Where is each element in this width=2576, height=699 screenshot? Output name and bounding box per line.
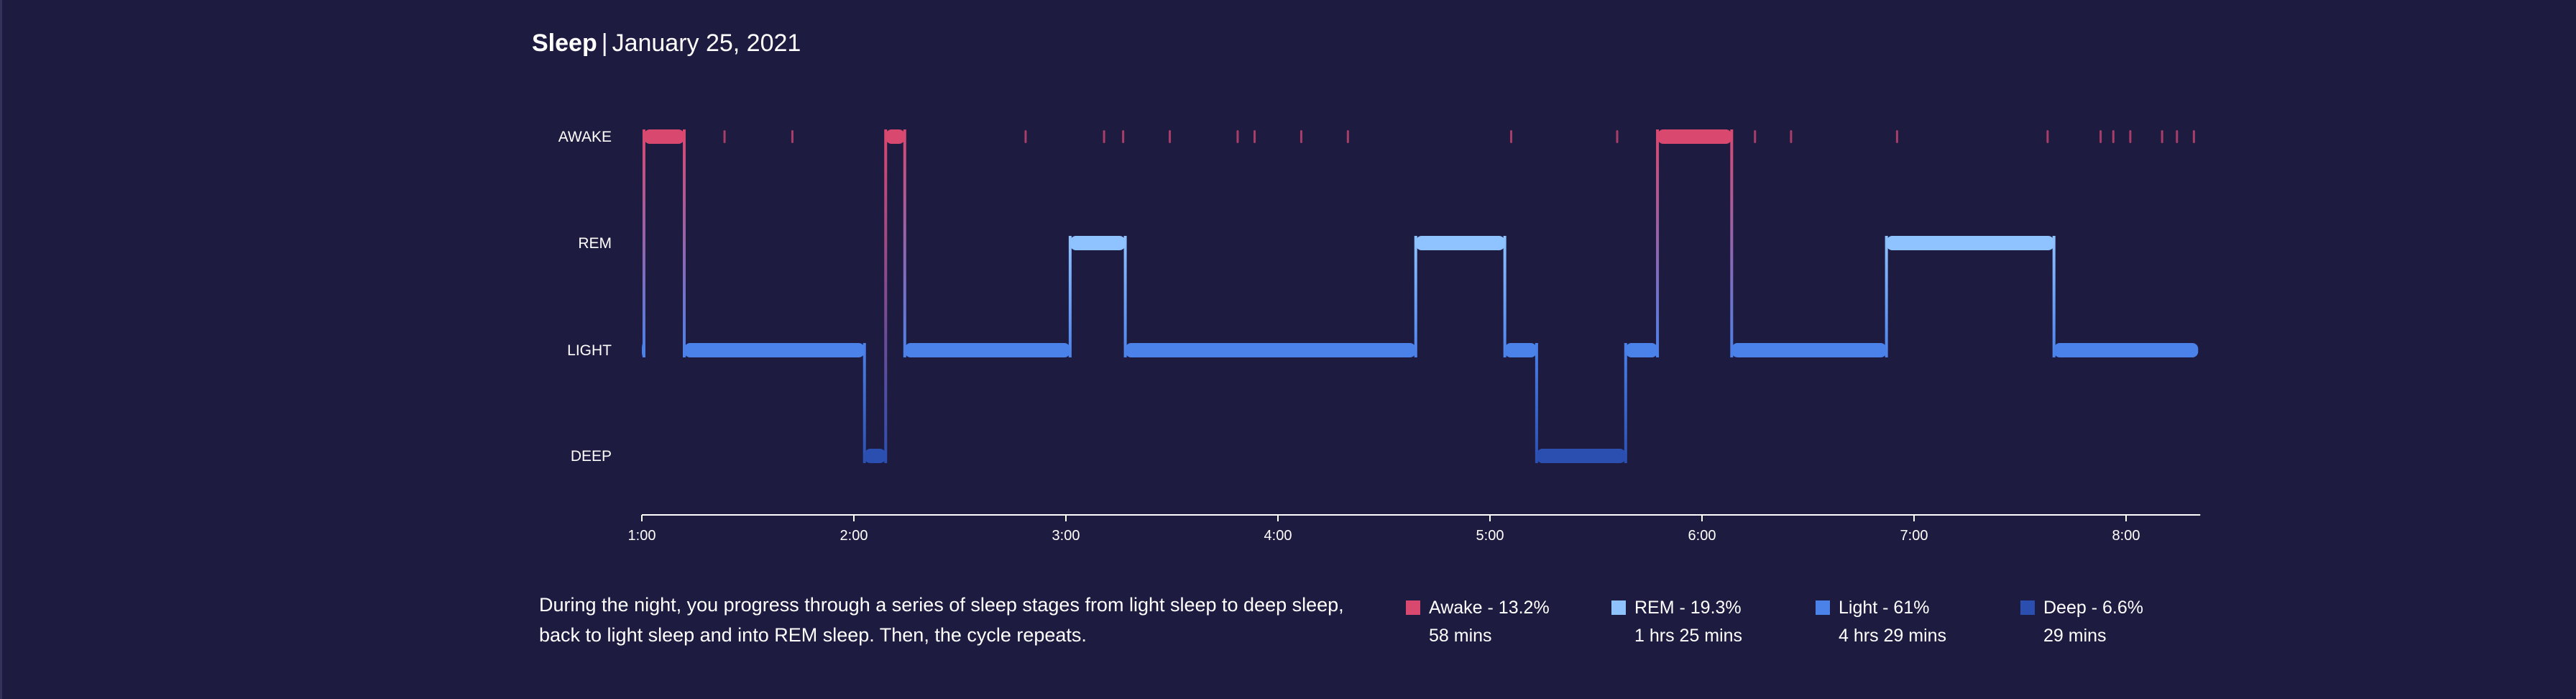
legend-swatch-rem (1611, 600, 1626, 615)
x-tick-label: 5:00 (1476, 528, 1504, 544)
legend-duration-awake: 58 mins (1429, 626, 1492, 646)
stage-bar-rem (1886, 236, 2054, 250)
legend-swatch-deep (2020, 600, 2035, 615)
stage-bar-awake (643, 129, 684, 144)
brief-awakening-mark (1300, 130, 1302, 143)
x-tick-label: 2:00 (840, 528, 868, 544)
stage-bar-light (1625, 343, 1658, 357)
stage-transition-line (903, 129, 906, 357)
stage-bar-light (642, 343, 645, 357)
stage-transition-line (1730, 129, 1734, 357)
legend-duration-light: 4 hrs 29 mins (1839, 626, 1947, 646)
brief-awakening-mark (1790, 130, 1793, 143)
stage-transition-line (1503, 236, 1506, 357)
stage-transition-line (862, 343, 866, 463)
brief-awakening-mark (2046, 130, 2049, 143)
stage-bar-light (2053, 343, 2199, 357)
stage-transition-line (1068, 236, 1072, 357)
brief-awakening-mark (2192, 130, 2195, 143)
brief-awakening-mark (2112, 130, 2115, 143)
brief-awakening-mark (2176, 130, 2179, 143)
stage-label-light: LIGHT (567, 342, 612, 359)
legend-duration-rem: 1 hrs 25 mins (1634, 626, 1743, 646)
stage-bar-light (1125, 343, 1416, 357)
brief-awakening-mark (2099, 130, 2102, 143)
stage-label-deep: DEEP (571, 448, 612, 465)
x-tick-label: 1:00 (628, 528, 656, 544)
stage-transition-line (2052, 236, 2056, 357)
stage-bar-light (684, 343, 865, 357)
stage-bar-deep (1536, 449, 1626, 463)
brief-awakening-mark (1616, 130, 1619, 143)
brief-awakening-mark (1169, 130, 1172, 143)
brief-awakening-mark (1122, 130, 1125, 143)
brief-awakening-mark (1024, 130, 1027, 143)
x-tick-label: 6:00 (1688, 528, 1716, 544)
stage-bar-light (1731, 343, 1887, 357)
stage-label-awake: AWAKE (558, 129, 612, 145)
x-tick-label: 4:00 (1264, 528, 1292, 544)
stage-bar-light (904, 343, 1070, 357)
title-separator: | (601, 29, 608, 57)
page-title: Sleep | January 25, 2021 (532, 27, 801, 59)
legend-label-deep: Deep - 6.6% (2043, 598, 2143, 618)
brief-awakening-mark (1103, 130, 1105, 143)
stage-bar-awake (886, 129, 905, 144)
stage-bar-deep (864, 449, 886, 463)
window-left-edge (0, 0, 2, 699)
sleep-description: During the night, you progress through a… (539, 594, 1344, 646)
stage-transition-line (642, 129, 645, 357)
stage-transition-line (683, 129, 686, 357)
brief-awakening-mark (723, 130, 726, 143)
brief-awakening-mark (2161, 130, 2163, 143)
x-tick-label: 8:00 (2112, 528, 2140, 544)
legend-label-rem: REM - 19.3% (1634, 598, 1742, 618)
x-tick-label: 3:00 (1052, 528, 1080, 544)
title-date: January 25, 2021 (612, 29, 801, 57)
title-sleep: Sleep (532, 29, 597, 57)
brief-awakening-mark (1346, 130, 1349, 143)
stage-bar-rem (1415, 236, 1505, 250)
stage-transition-line (1414, 236, 1417, 357)
brief-awakening-mark (2129, 130, 2132, 143)
brief-awakening-mark (1895, 130, 1898, 143)
legend-swatch-light (1816, 600, 1830, 615)
brief-awakening-mark (1236, 130, 1239, 143)
stage-bar-light (1504, 343, 1537, 357)
stage-bar-awake (1657, 129, 1732, 144)
legend-label-light: Light - 61% (1839, 598, 1930, 618)
brief-awakening-mark (1510, 130, 1512, 143)
stage-transition-line (1624, 343, 1627, 463)
stage-transition-line (884, 129, 888, 463)
x-tick-label: 7:00 (1900, 528, 1928, 544)
stage-transition-line (1656, 129, 1660, 357)
legend-label-awake: Awake - 13.2% (1429, 598, 1550, 618)
brief-awakening-mark (791, 130, 794, 143)
brief-awakening-mark (1254, 130, 1256, 143)
stage-transition-line (1535, 343, 1538, 463)
brief-awakening-mark (1754, 130, 1757, 143)
legend-duration-deep: 29 mins (2043, 626, 2107, 646)
stage-transition-line (1885, 236, 1888, 357)
stage-label-rem: REM (578, 235, 612, 252)
legend-swatch-awake (1406, 600, 1420, 615)
stage-bar-rem (1070, 236, 1126, 250)
stage-transition-line (1123, 236, 1127, 357)
